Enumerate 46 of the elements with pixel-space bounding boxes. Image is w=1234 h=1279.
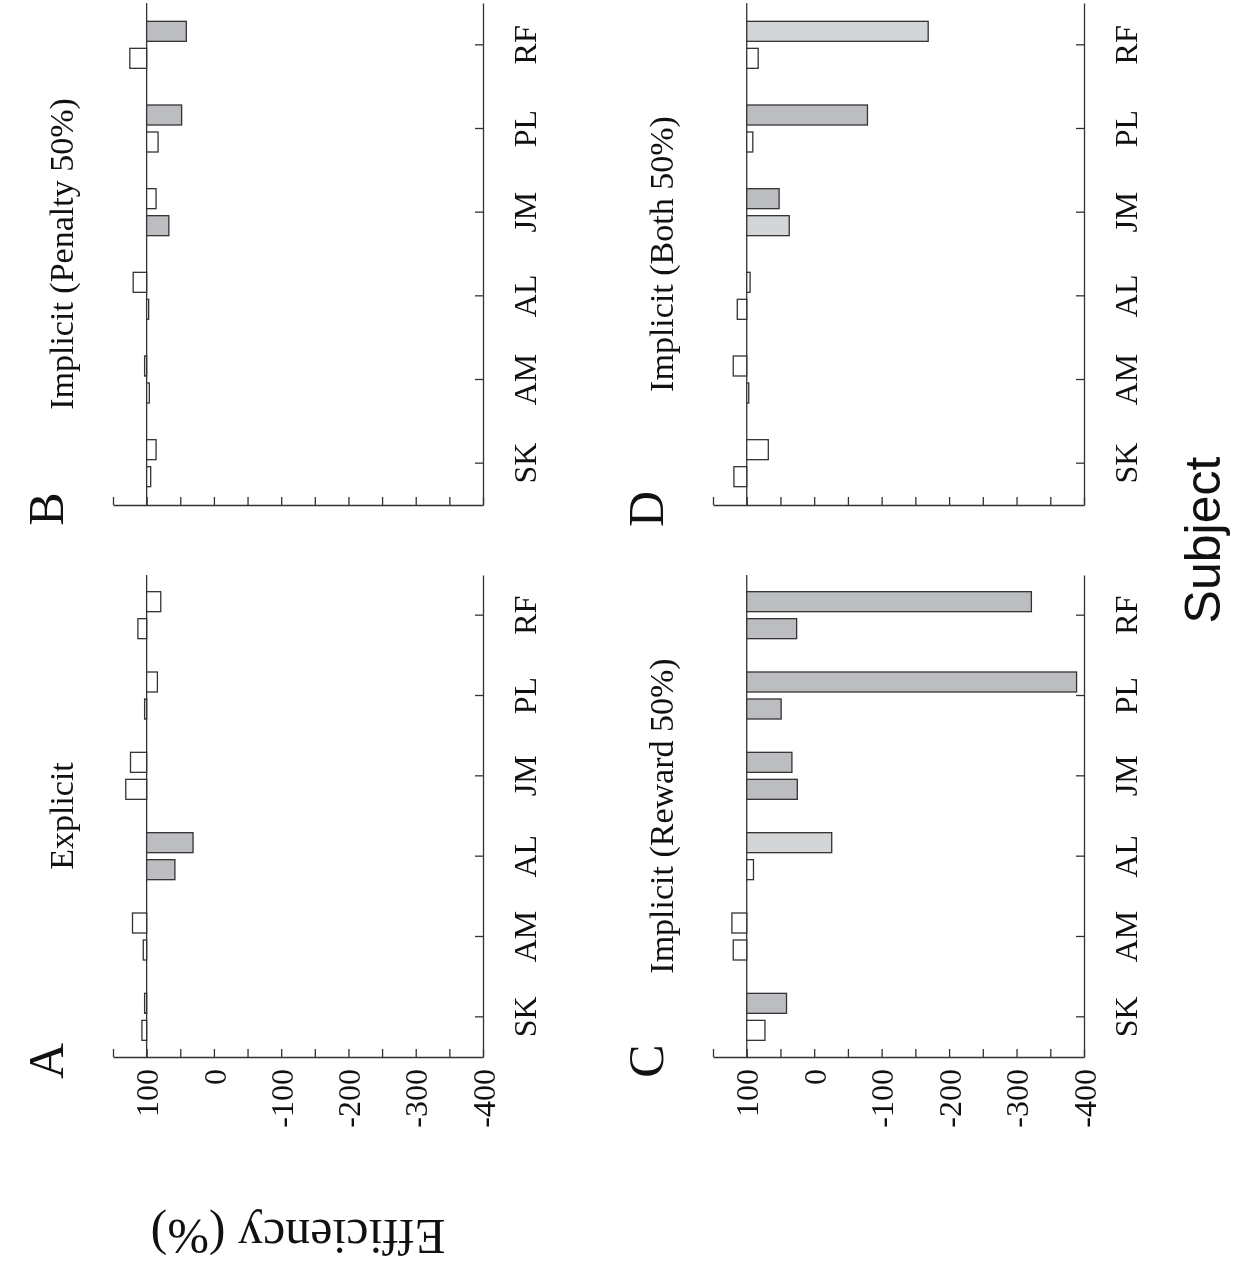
y-tick-label: AM	[507, 353, 544, 406]
y-tick-label: SK	[1108, 996, 1145, 1038]
y-tick-label: JM	[507, 191, 544, 233]
x-tick-label: 0	[196, 1069, 233, 1085]
x-tick-label: 100	[729, 1069, 766, 1117]
text: A	[17, 1042, 74, 1080]
x-tick-label: 0	[796, 1069, 833, 1085]
y-tick-label: AM	[1108, 353, 1145, 406]
y-tick-label: AL	[1108, 274, 1145, 318]
x-tick-label: -100	[263, 1069, 300, 1128]
y-tick-label: PL	[1108, 676, 1145, 715]
y-tick-label: AL	[507, 834, 544, 878]
y-tick-label: JM	[1108, 191, 1145, 233]
x-axis-title: Efficiency (%)	[150, 1208, 446, 1265]
text: D	[617, 490, 674, 528]
y-tick-label: RF	[1108, 25, 1145, 65]
y-tick-label: JM	[507, 755, 544, 797]
text: C	[617, 1044, 674, 1078]
x-tick-label: 100	[129, 1069, 166, 1117]
text: Implicit (Reward 50%)	[642, 658, 681, 974]
x-tick-label: -300	[398, 1069, 435, 1128]
y-tick-label: RF	[1108, 595, 1145, 635]
y-tick-label: AL	[1108, 834, 1145, 878]
y-tick-label: SK	[507, 442, 544, 484]
y-tick-label: SK	[507, 996, 544, 1038]
y-tick-label: JM	[1108, 755, 1145, 797]
text: Explicit	[42, 761, 80, 870]
x-tick-label: -200	[931, 1069, 968, 1128]
y-tick-label: PL	[507, 109, 544, 148]
y-axis-title: Subject	[1174, 456, 1231, 624]
y-tick-label: SK	[1108, 442, 1145, 484]
y-tick-label: AM	[507, 910, 544, 963]
x-tick-label: -100	[864, 1069, 901, 1128]
text: B	[17, 492, 74, 526]
x-tick-label: -400	[1066, 1069, 1103, 1128]
y-tick-label: PL	[1108, 109, 1145, 148]
text: Implicit (Penalty 50%)	[42, 98, 81, 410]
y-tick-label: RF	[507, 595, 544, 635]
x-tick-label: -400	[465, 1069, 502, 1128]
y-tick-label: AM	[1108, 910, 1145, 963]
text: Implicit (Both 50%)	[642, 116, 681, 392]
x-tick-label: -300	[999, 1069, 1036, 1128]
y-tick-label: AL	[507, 274, 544, 318]
y-tick-label: RF	[507, 25, 544, 65]
x-tick-label: -200	[331, 1069, 368, 1128]
y-tick-label: PL	[507, 676, 544, 715]
